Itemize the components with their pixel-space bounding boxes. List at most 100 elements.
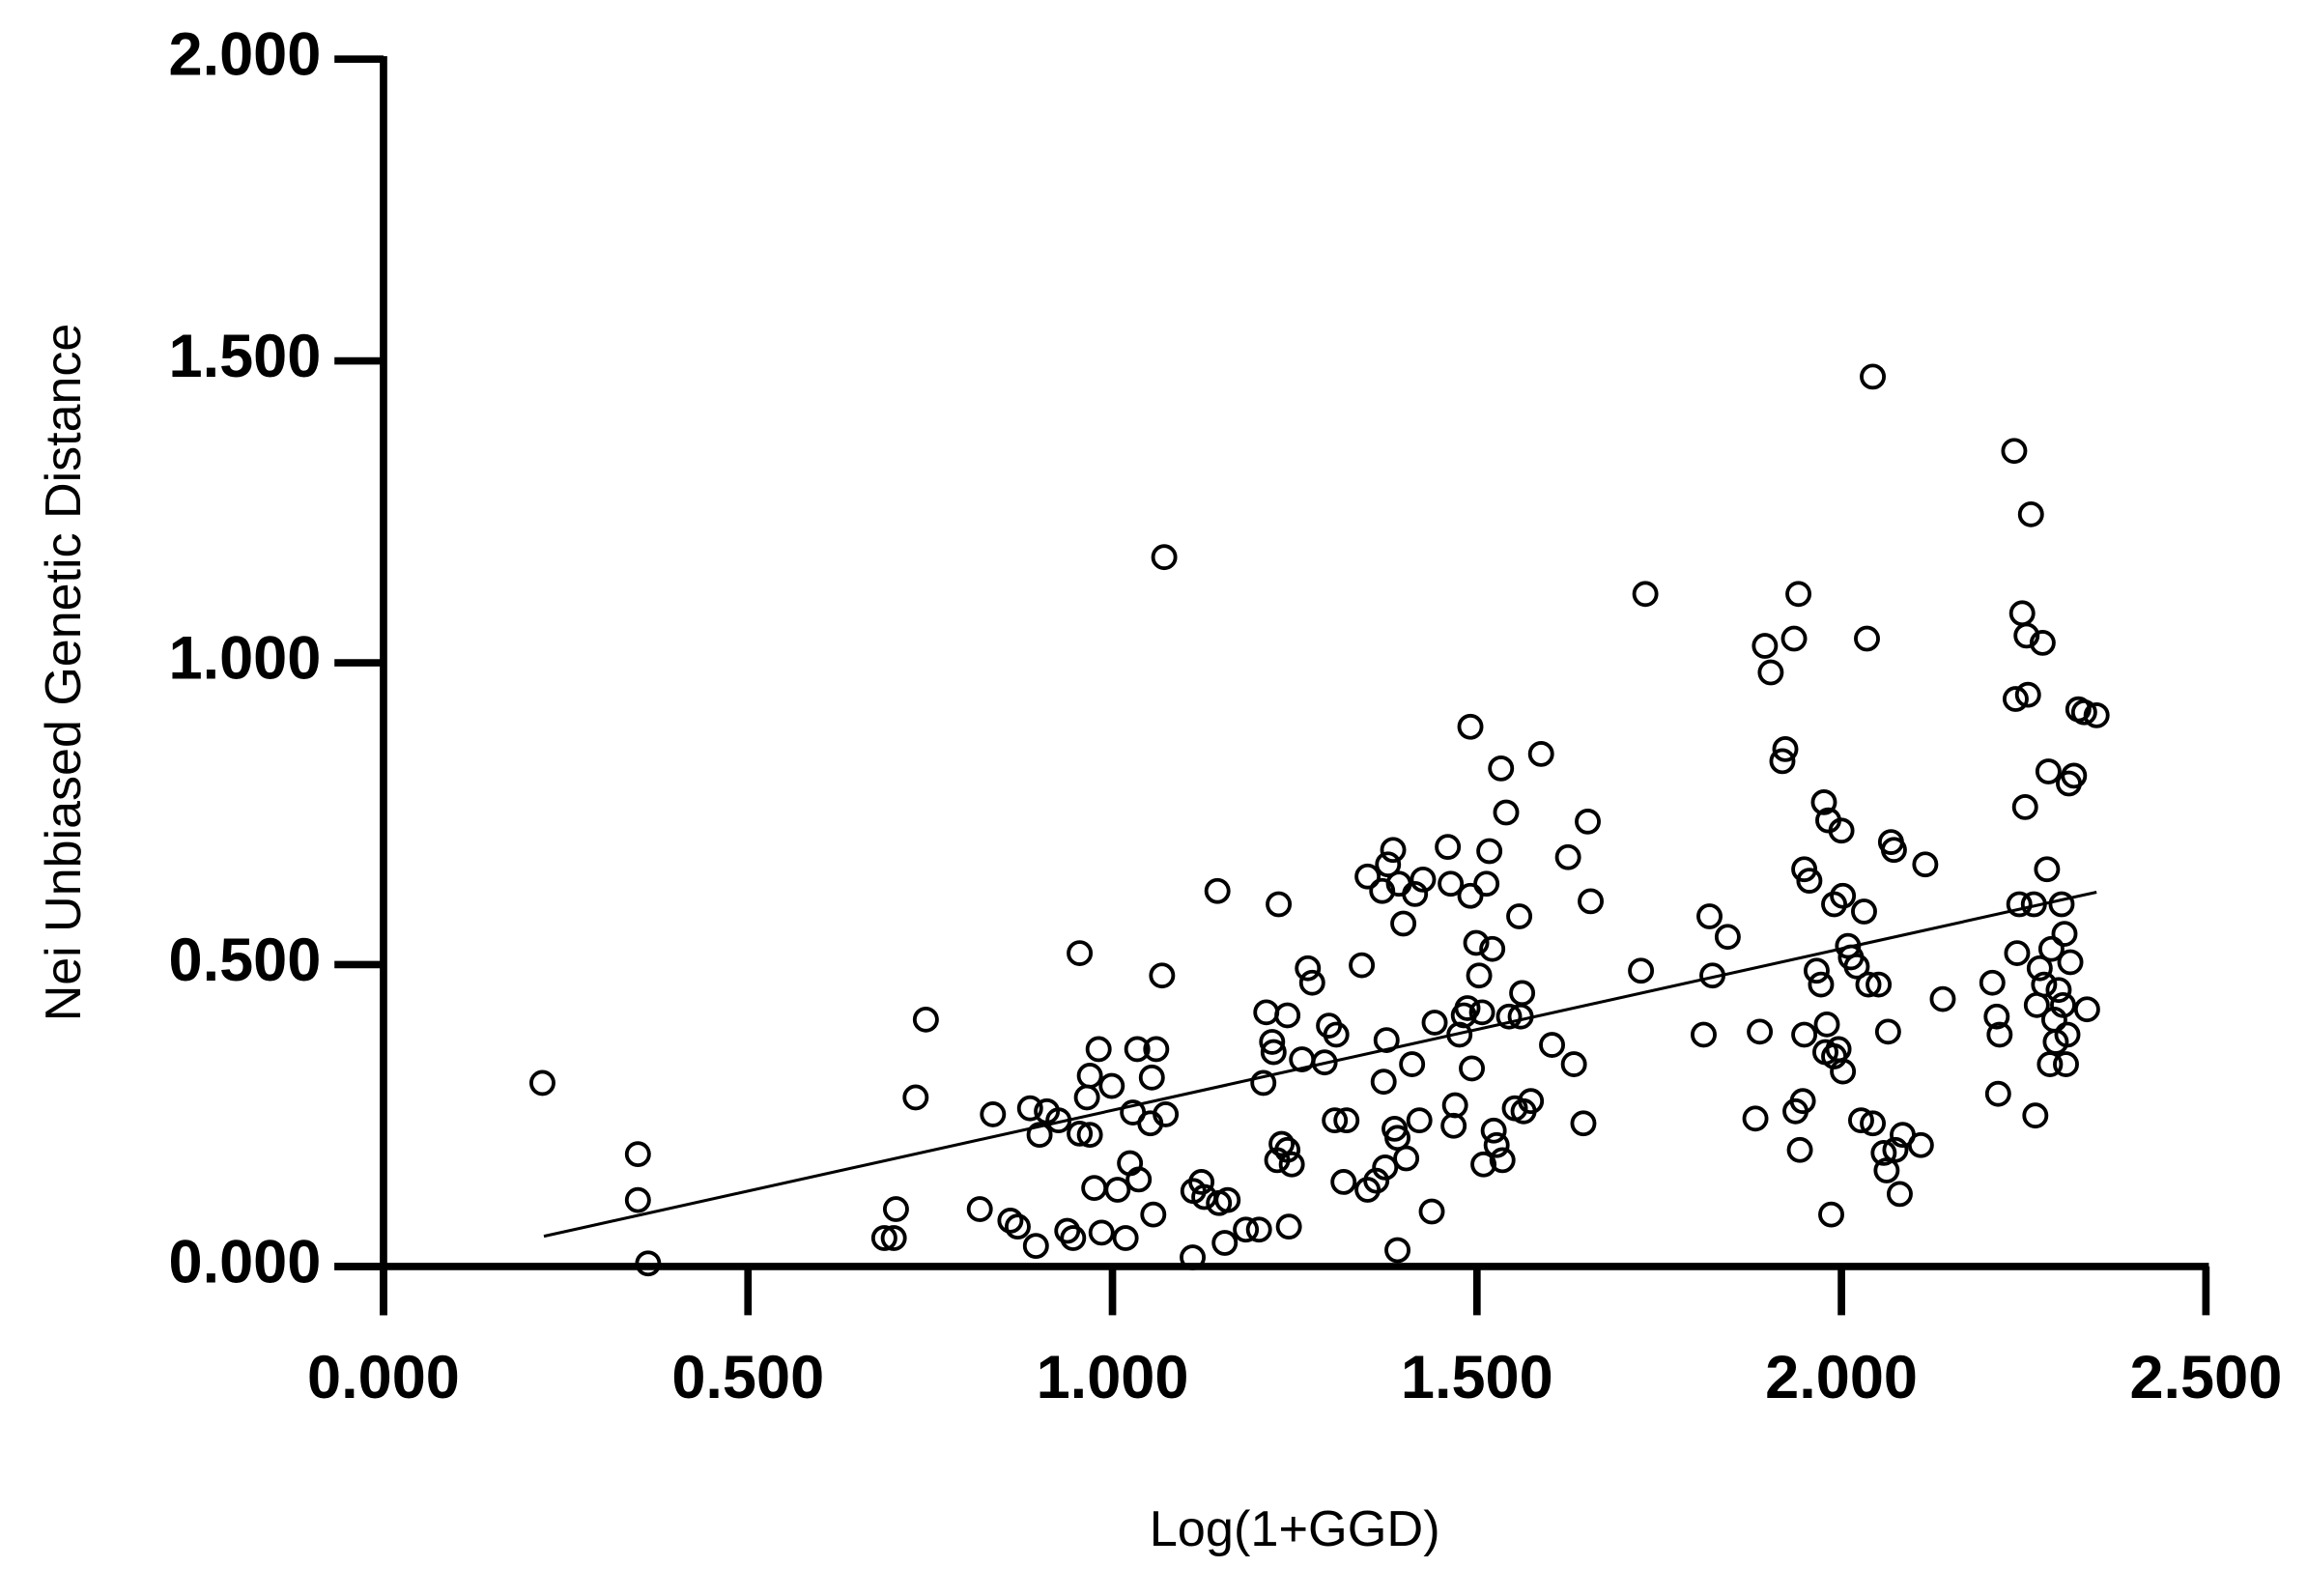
point xyxy=(1278,1151,1305,1178)
point xyxy=(2050,991,2076,1018)
point xyxy=(1825,1036,1852,1063)
point xyxy=(1410,866,1437,893)
y-tick-label: 0.500 xyxy=(168,926,321,994)
point xyxy=(1570,1110,1597,1137)
point xyxy=(1125,1166,1153,1193)
point xyxy=(2008,600,2036,627)
point xyxy=(1112,1225,1139,1251)
point xyxy=(2004,940,2031,966)
point xyxy=(529,1069,555,1097)
point xyxy=(1691,1021,1717,1048)
point xyxy=(1851,898,1877,925)
point xyxy=(1406,1107,1433,1134)
x-tick-label: 2.000 xyxy=(1765,1344,1918,1411)
point xyxy=(1124,1036,1151,1063)
point xyxy=(624,1141,651,1168)
point xyxy=(1441,1092,1468,1119)
point xyxy=(2051,921,2078,947)
point xyxy=(1274,1136,1301,1163)
point xyxy=(1370,1069,1397,1096)
point xyxy=(1054,1217,1081,1244)
point xyxy=(1791,1021,1818,1048)
point xyxy=(1211,1230,1239,1256)
point xyxy=(1468,999,1495,1026)
point xyxy=(1483,1131,1510,1158)
point xyxy=(1375,851,1402,878)
point xyxy=(1752,633,1779,659)
point xyxy=(1457,713,1484,740)
point xyxy=(1860,1110,1887,1137)
point xyxy=(1473,870,1500,898)
point xyxy=(966,1196,993,1222)
point xyxy=(1104,1177,1131,1203)
point xyxy=(2022,1102,2049,1129)
point xyxy=(2001,438,2028,465)
point xyxy=(1912,851,1939,878)
point xyxy=(1476,838,1503,865)
point xyxy=(1245,1216,1272,1243)
point xyxy=(1418,1198,1445,1225)
point xyxy=(1081,1175,1108,1202)
point xyxy=(1153,1101,1180,1127)
point xyxy=(2057,949,2084,976)
point xyxy=(2048,891,2075,918)
point xyxy=(1489,1147,1516,1174)
point xyxy=(1821,891,1848,918)
point xyxy=(2034,856,2061,883)
point xyxy=(1986,1021,2013,1048)
point xyxy=(1828,817,1855,844)
point xyxy=(1004,1213,1031,1240)
point xyxy=(2017,500,2044,527)
point xyxy=(1151,544,1178,571)
point xyxy=(1874,1018,1901,1045)
point xyxy=(1138,1064,1165,1091)
point xyxy=(1796,868,1823,894)
point xyxy=(1380,837,1407,864)
point xyxy=(2045,977,2072,1004)
point xyxy=(1578,888,1604,915)
y-axis-label: Nei Unbiased Genetic Distance xyxy=(36,324,92,1022)
point xyxy=(1085,1036,1112,1063)
point xyxy=(1780,625,1808,652)
point xyxy=(2054,1021,2081,1048)
point xyxy=(1016,1095,1043,1122)
point xyxy=(2035,758,2062,784)
point xyxy=(1067,1121,1094,1147)
point xyxy=(2029,630,2056,656)
point xyxy=(2006,891,2033,918)
point xyxy=(1354,863,1381,890)
point xyxy=(1067,940,1094,966)
point xyxy=(1860,363,1887,390)
point xyxy=(1830,1058,1857,1085)
point xyxy=(1527,741,1554,767)
point xyxy=(1772,736,1799,762)
point xyxy=(1076,1122,1103,1149)
point xyxy=(1757,659,1784,686)
point xyxy=(880,1225,907,1251)
x-tick-label: 0.500 xyxy=(671,1344,824,1411)
point xyxy=(1854,625,1880,652)
point xyxy=(1785,581,1812,608)
point xyxy=(1140,1201,1167,1228)
point xyxy=(1554,843,1581,870)
point xyxy=(1575,808,1601,835)
trendline xyxy=(543,890,2097,1239)
point xyxy=(1907,1131,1934,1158)
point xyxy=(1022,1233,1049,1260)
point xyxy=(1384,1237,1411,1264)
point xyxy=(1435,834,1462,861)
point xyxy=(2011,793,2038,820)
x-tick-label: 2.500 xyxy=(2129,1344,2282,1411)
point xyxy=(2053,1051,2079,1077)
point xyxy=(1628,957,1655,984)
point xyxy=(1026,1122,1053,1149)
y-tick-label: 0.000 xyxy=(168,1229,321,1297)
point xyxy=(1260,1039,1287,1066)
point xyxy=(1295,955,1322,982)
x-tick-label: 0.000 xyxy=(307,1344,460,1411)
point xyxy=(2013,622,2040,649)
x-tick-label: 1.500 xyxy=(1401,1344,1553,1411)
point xyxy=(1188,1169,1215,1195)
